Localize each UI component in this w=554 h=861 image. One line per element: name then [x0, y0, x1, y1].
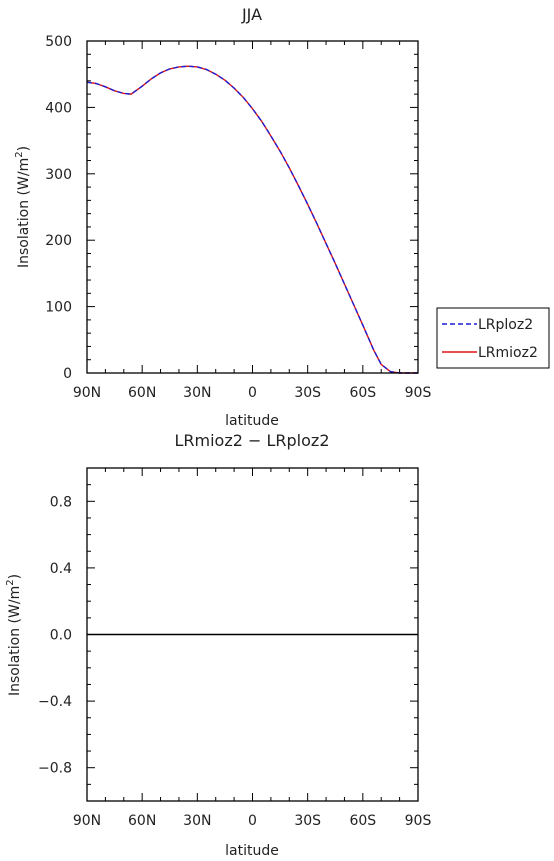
bottom-x-axis-label: latitude [225, 843, 279, 859]
bottom-y-tick-labels: −0.8 −0.4 0.0 0.4 0.8 [38, 494, 72, 776]
panel-bottom: LRmioz2 − LRploz2 90N 60N 30N 0 30S 60S 90S −0… [5, 431, 431, 859]
top-y-tick-labels: 0 100 200 300 400 500 [45, 34, 72, 382]
bottom-x-tick-label: 30S [294, 813, 321, 829]
top-y-tick-label: 0 [63, 366, 72, 382]
bottom-x-tick-label: 30N [183, 813, 211, 829]
bottom-x-tick-label: 60S [349, 813, 376, 829]
top-x-tick-label: 30S [294, 385, 321, 401]
bottom-plot-frame [86, 467, 419, 802]
top-series-group [86, 65, 418, 374]
top-y-tick-label: 300 [45, 167, 72, 183]
legend: LRploz2 LRmioz2 [436, 307, 550, 369]
top-series-line-lrmioz2 [86, 65, 418, 374]
legend-label-lrploz2: LRploz2 [478, 317, 533, 333]
top-x-tick-labels: 90N 60N 30N 0 30S 60S 90S [73, 385, 432, 401]
bottom-y-tick-label: 0.4 [50, 561, 72, 577]
bottom-y-tick-label: −0.4 [38, 694, 72, 710]
top-x-axis-label: latitude [225, 413, 279, 429]
legend-box [436, 307, 550, 369]
bottom-x-tick-labels: 90N 60N 30N 0 30S 60S 90S [73, 813, 432, 829]
top-x-tick-label: 30N [183, 385, 211, 401]
bottom-y-tick-label: 0.8 [50, 494, 72, 510]
top-y-tick-label: 200 [45, 233, 72, 249]
top-y-tick-label: 100 [45, 300, 72, 316]
top-x-tick-label: 90N [73, 385, 101, 401]
bottom-y-tick-label: 0.0 [50, 628, 72, 644]
top-x-tick-label: 60N [128, 385, 156, 401]
top-x-tick-label: 0 [248, 385, 257, 401]
bottom-y-axis-label: Insolation (W/m2) [5, 574, 23, 696]
bottom-x-tick-label: 60N [128, 813, 156, 829]
top-y-tick-label: 400 [45, 100, 72, 116]
top-chart-title: JJA [241, 5, 262, 24]
legend-label-lrmioz2: LRmioz2 [478, 345, 538, 361]
top-x-tick-label: 90S [405, 385, 432, 401]
bottom-x-tick-label: 0 [248, 813, 257, 829]
bottom-tick-marks [86, 467, 419, 802]
top-y-tick-label: 500 [45, 34, 72, 50]
bottom-x-tick-label: 90S [405, 813, 432, 829]
bottom-x-tick-label: 90N [73, 813, 101, 829]
top-x-tick-label: 60S [349, 385, 376, 401]
top-plot-frame [86, 40, 419, 374]
bottom-chart-title: LRmioz2 − LRploz2 [174, 431, 329, 450]
top-series-line-lrploz2 [86, 65, 418, 374]
bottom-y-tick-label: −0.8 [38, 761, 72, 777]
top-y-axis-label: Insolation (W/m2) [14, 146, 32, 268]
panel-top: JJA 90N 60N 30N 0 30S 60S 90S 0 100 200 300 400 500… [14, 5, 550, 429]
